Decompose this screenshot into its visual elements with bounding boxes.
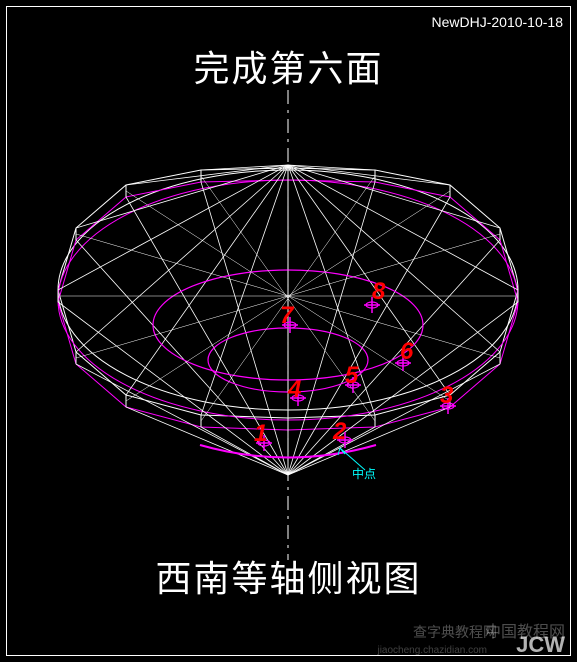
point-label-4: 4 (288, 376, 301, 404)
watermark-en: JCW (516, 632, 565, 658)
point-label-8: 8 (372, 278, 385, 306)
midpoint-label: 中点 (352, 465, 376, 482)
point-label-3: 3 (440, 382, 453, 410)
diamond-wireframe (0, 0, 577, 662)
point-label-7: 7 (280, 302, 293, 330)
point-label-5: 5 (345, 362, 358, 390)
point-label-1: 1 (254, 420, 267, 448)
point-label-2: 2 (333, 418, 346, 446)
watermark-url: jiaocheng.chazidian.com (377, 645, 487, 656)
watermark-cn2: 查字典教程网 (413, 622, 497, 642)
point-label-6: 6 (400, 338, 413, 366)
